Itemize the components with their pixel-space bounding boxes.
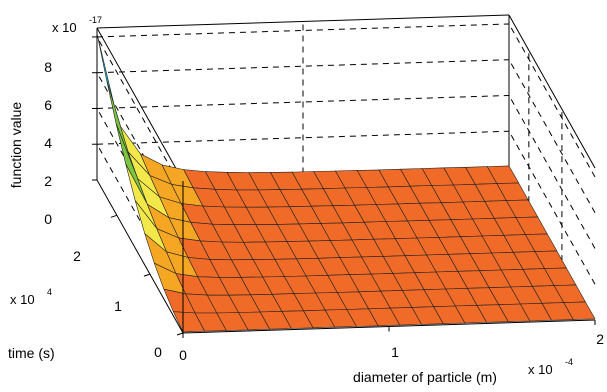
x-tick-label: 2 xyxy=(596,331,604,347)
x-multiplier: x 10 -4 xyxy=(528,357,573,377)
z-multiplier-base: x 10 xyxy=(52,20,77,35)
grid-line xyxy=(508,95,596,249)
z-multiplier-exponent: -17 xyxy=(89,15,102,25)
grid-line xyxy=(96,36,184,191)
y-multiplier-exponent: 4 xyxy=(47,287,52,297)
grid-line xyxy=(96,23,510,38)
y-tick-labels: 0 1 2 xyxy=(73,248,162,360)
grid-line xyxy=(508,23,596,178)
grid-line xyxy=(96,130,510,145)
grid-lines xyxy=(96,21,596,298)
x-tick-labels: 0 1 2 xyxy=(179,331,604,363)
grid-line xyxy=(508,59,596,213)
y-tick-label: 0 xyxy=(154,344,162,360)
y-tick-label: 1 xyxy=(114,298,122,314)
x-tick-label: 1 xyxy=(391,344,399,360)
x-multiplier-exponent: -4 xyxy=(565,357,573,367)
x-tick-label: 0 xyxy=(179,347,187,363)
box-edge xyxy=(96,14,510,29)
z-tick-label: 4 xyxy=(44,135,52,151)
y-axis-label: time (s) xyxy=(8,345,55,361)
x-multiplier-base: x 10 xyxy=(528,362,553,377)
z-tick-label: 8 xyxy=(44,59,52,75)
y-tick-label: 2 xyxy=(73,248,81,264)
box-edge xyxy=(96,27,184,182)
z-axis-label: function value xyxy=(8,102,24,189)
z-multiplier: x 10 -17 xyxy=(52,15,102,35)
z-tick-label: 2 xyxy=(44,173,52,189)
grid-line xyxy=(96,108,184,262)
surface-mesh xyxy=(96,33,596,333)
z-tick-label: 6 xyxy=(44,97,52,113)
axes-box-front xyxy=(92,36,596,338)
y-tick-mark xyxy=(110,214,118,218)
axes-box-back xyxy=(96,14,596,182)
surface-patch xyxy=(563,301,596,320)
y-tick-mark xyxy=(143,273,151,277)
z-tick-label: 0 xyxy=(44,211,52,227)
grid-line xyxy=(508,130,596,285)
x-axis-label: diameter of particle (m) xyxy=(353,369,497,385)
grid-line xyxy=(96,59,510,74)
grid-line xyxy=(96,143,184,298)
z-tick-labels: 0 2 4 6 8 xyxy=(44,59,52,227)
y-multiplier: x 10 4 xyxy=(10,287,52,307)
box-edge xyxy=(96,179,184,334)
y-multiplier-base: x 10 xyxy=(10,292,35,307)
box-edge xyxy=(508,14,596,169)
y-tick-mark xyxy=(176,332,184,336)
grid-line xyxy=(96,94,510,109)
